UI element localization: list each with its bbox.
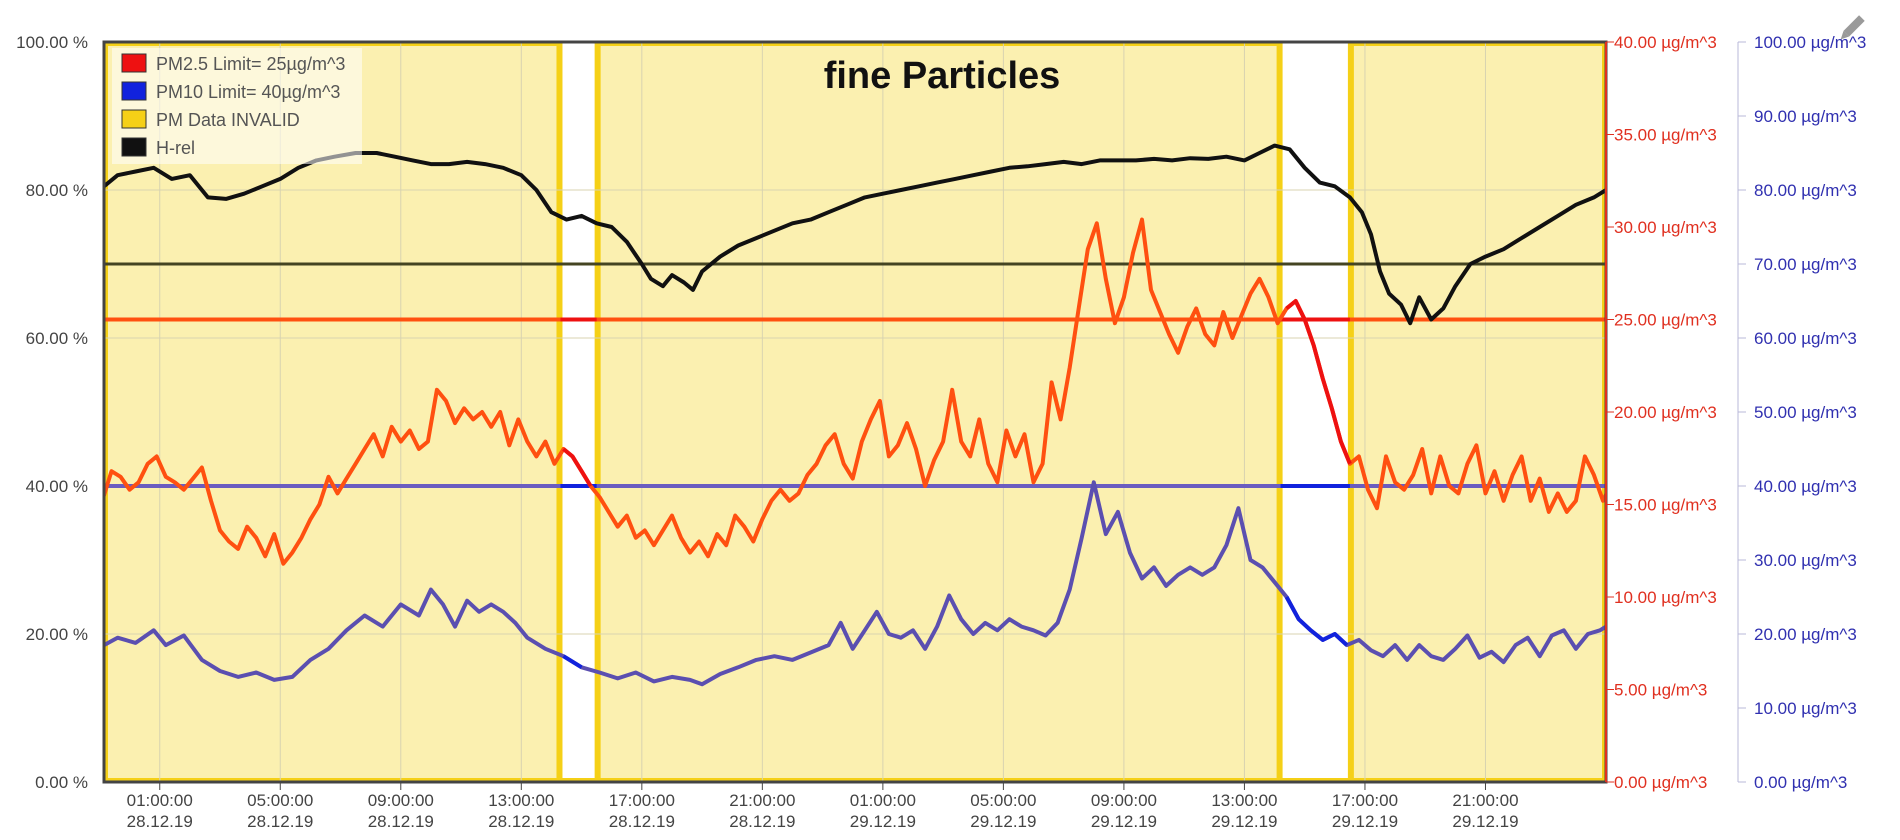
x-axis-tick-date: 29.12.19 xyxy=(850,812,916,831)
legend-swatch-hrel xyxy=(121,137,147,157)
x-axis-tick-time: 21:00:00 xyxy=(1452,791,1518,810)
x-axis-tick-date: 28.12.19 xyxy=(609,812,675,831)
left-axis-tick-label: 80.00 % xyxy=(26,181,88,200)
pm10-axis-tick-label: 0.00 µg/m^3 xyxy=(1754,773,1847,792)
x-axis-tick-time: 21:00:00 xyxy=(729,791,795,810)
pm10-axis-tick-label: 10.00 µg/m^3 xyxy=(1754,699,1857,718)
x-axis-tick-date: 28.12.19 xyxy=(127,812,193,831)
legend-swatch-invalid xyxy=(121,109,147,129)
x-axis-tick-time: 17:00:00 xyxy=(1332,791,1398,810)
legend-swatch-pm25 xyxy=(121,53,147,73)
pm10-series-line xyxy=(104,480,1606,687)
x-axis-tick-time: 17:00:00 xyxy=(609,791,675,810)
legend-item-pm25[interactable]: PM2.5 Limit= 25µg/m^3 xyxy=(121,53,345,74)
pm25-series-line-valid-segment xyxy=(1285,299,1352,465)
pm10-series-line-valid-segment xyxy=(1284,596,1349,647)
valid-gap-outline xyxy=(1278,42,1352,782)
pm10-axis-tick-label: 20.00 µg/m^3 xyxy=(1754,625,1857,644)
legend-box xyxy=(112,48,362,164)
x-axis-tick-date: 28.12.19 xyxy=(729,812,795,831)
pm10-axis-tick-label: 60.00 µg/m^3 xyxy=(1754,329,1857,348)
left-axis-tick-label: 40.00 % xyxy=(26,477,88,496)
x-axis-tick-time: 01:00:00 xyxy=(127,791,193,810)
pm10-axis-tick-label: 80.00 µg/m^3 xyxy=(1754,181,1857,200)
x-axis-tick-time: 05:00:00 xyxy=(247,791,313,810)
pm25-axis-tick-label: 10.00 µg/m^3 xyxy=(1614,588,1717,607)
x-axis-tick-time: 13:00:00 xyxy=(488,791,554,810)
pm25-axis-tick-label: 25.00 µg/m^3 xyxy=(1614,311,1717,330)
pm25-axis-tick-label: 35.00 µg/m^3 xyxy=(1614,126,1717,145)
pm10-axis-tick-label: 50.00 µg/m^3 xyxy=(1754,403,1857,422)
pm25-axis-tick-label: 20.00 µg/m^3 xyxy=(1614,403,1717,422)
left-axis-tick-label: 20.00 % xyxy=(26,625,88,644)
pm25-axis-tick-label: 40.00 µg/m^3 xyxy=(1614,33,1717,52)
x-axis-tick-time: 05:00:00 xyxy=(970,791,1036,810)
series xyxy=(104,143,1606,687)
x-axis-tick-date: 28.12.19 xyxy=(368,812,434,831)
x-axis-tick-time: 01:00:00 xyxy=(850,791,916,810)
x-axis-tick-time: 09:00:00 xyxy=(1091,791,1157,810)
legend-label-hrel: H-rel xyxy=(156,138,195,158)
invalid-period-outline xyxy=(1349,42,1606,782)
pm10-axis-tick-label: 40.00 µg/m^3 xyxy=(1754,477,1857,496)
legend-swatch-pm10 xyxy=(121,81,147,101)
invalid-background xyxy=(104,42,1606,782)
pm25-axis-tick-label: 0.00 µg/m^3 xyxy=(1614,773,1707,792)
pm25-axis-tick-label: 30.00 µg/m^3 xyxy=(1614,218,1717,237)
x-axis-tick-date: 29.12.19 xyxy=(1332,812,1398,831)
chart-title: fine Particles xyxy=(824,55,1061,97)
legend-label-pm10: PM10 Limit= 40µg/m^3 xyxy=(156,82,340,102)
legend-label-invalid: PM Data INVALID xyxy=(156,110,300,130)
x-axis-tick-date: 29.12.19 xyxy=(1091,812,1157,831)
pm25-series-line-valid-segment xyxy=(562,447,593,488)
legend-item-hrel[interactable]: H-rel xyxy=(121,137,195,158)
left-axis-tick-label: 60.00 % xyxy=(26,329,88,348)
pm10-series-line-valid-segment xyxy=(562,654,583,670)
x-axis-tick-date: 29.12.19 xyxy=(970,812,1036,831)
pm25-axis-tick-label: 15.00 µg/m^3 xyxy=(1614,496,1717,515)
pm10-axis-tick-label: 90.00 µg/m^3 xyxy=(1754,107,1857,126)
legend-label-pm25: PM2.5 Limit= 25µg/m^3 xyxy=(156,54,345,74)
legend-item-invalid[interactable]: PM Data INVALID xyxy=(121,109,300,130)
left-axis-tick-label: 0.00 % xyxy=(35,773,88,792)
pm25-series-line xyxy=(104,217,1606,566)
legend-item-pm10[interactable]: PM10 Limit= 40µg/m^3 xyxy=(121,81,340,102)
x-axis-tick-date: 28.12.19 xyxy=(247,812,313,831)
x-axis-tick-time: 13:00:00 xyxy=(1211,791,1277,810)
pencil-body xyxy=(1843,15,1865,37)
left-axis-tick-label: 100.00 % xyxy=(16,33,88,52)
x-axis-tick-date: 29.12.19 xyxy=(1452,812,1518,831)
h-rel-series-line xyxy=(104,143,1606,326)
pm25-axis-tick-label: 5.00 µg/m^3 xyxy=(1614,681,1707,700)
axes: 0.00 % 20.00 % 40.00 % 60.00 % 80.00 % 100.00… xyxy=(16,33,1866,831)
pm10-axis-tick-label: 30.00 µg/m^3 xyxy=(1754,551,1857,570)
legend: PM2.5 Limit= 25µg/m^3 PM10 Limit= 40µg/m… xyxy=(112,48,362,164)
valid-gap xyxy=(1280,42,1350,782)
x-axis-tick-time: 09:00:00 xyxy=(368,791,434,810)
x-axis-tick-date: 28.12.19 xyxy=(488,812,554,831)
x-axis-tick-date: 29.12.19 xyxy=(1211,812,1277,831)
pm10-axis-tick-label: 100.00 µg/m^3 xyxy=(1754,33,1866,52)
pm10-axis-tick-label: 70.00 µg/m^3 xyxy=(1754,255,1857,274)
invalid-periods xyxy=(104,42,1606,782)
